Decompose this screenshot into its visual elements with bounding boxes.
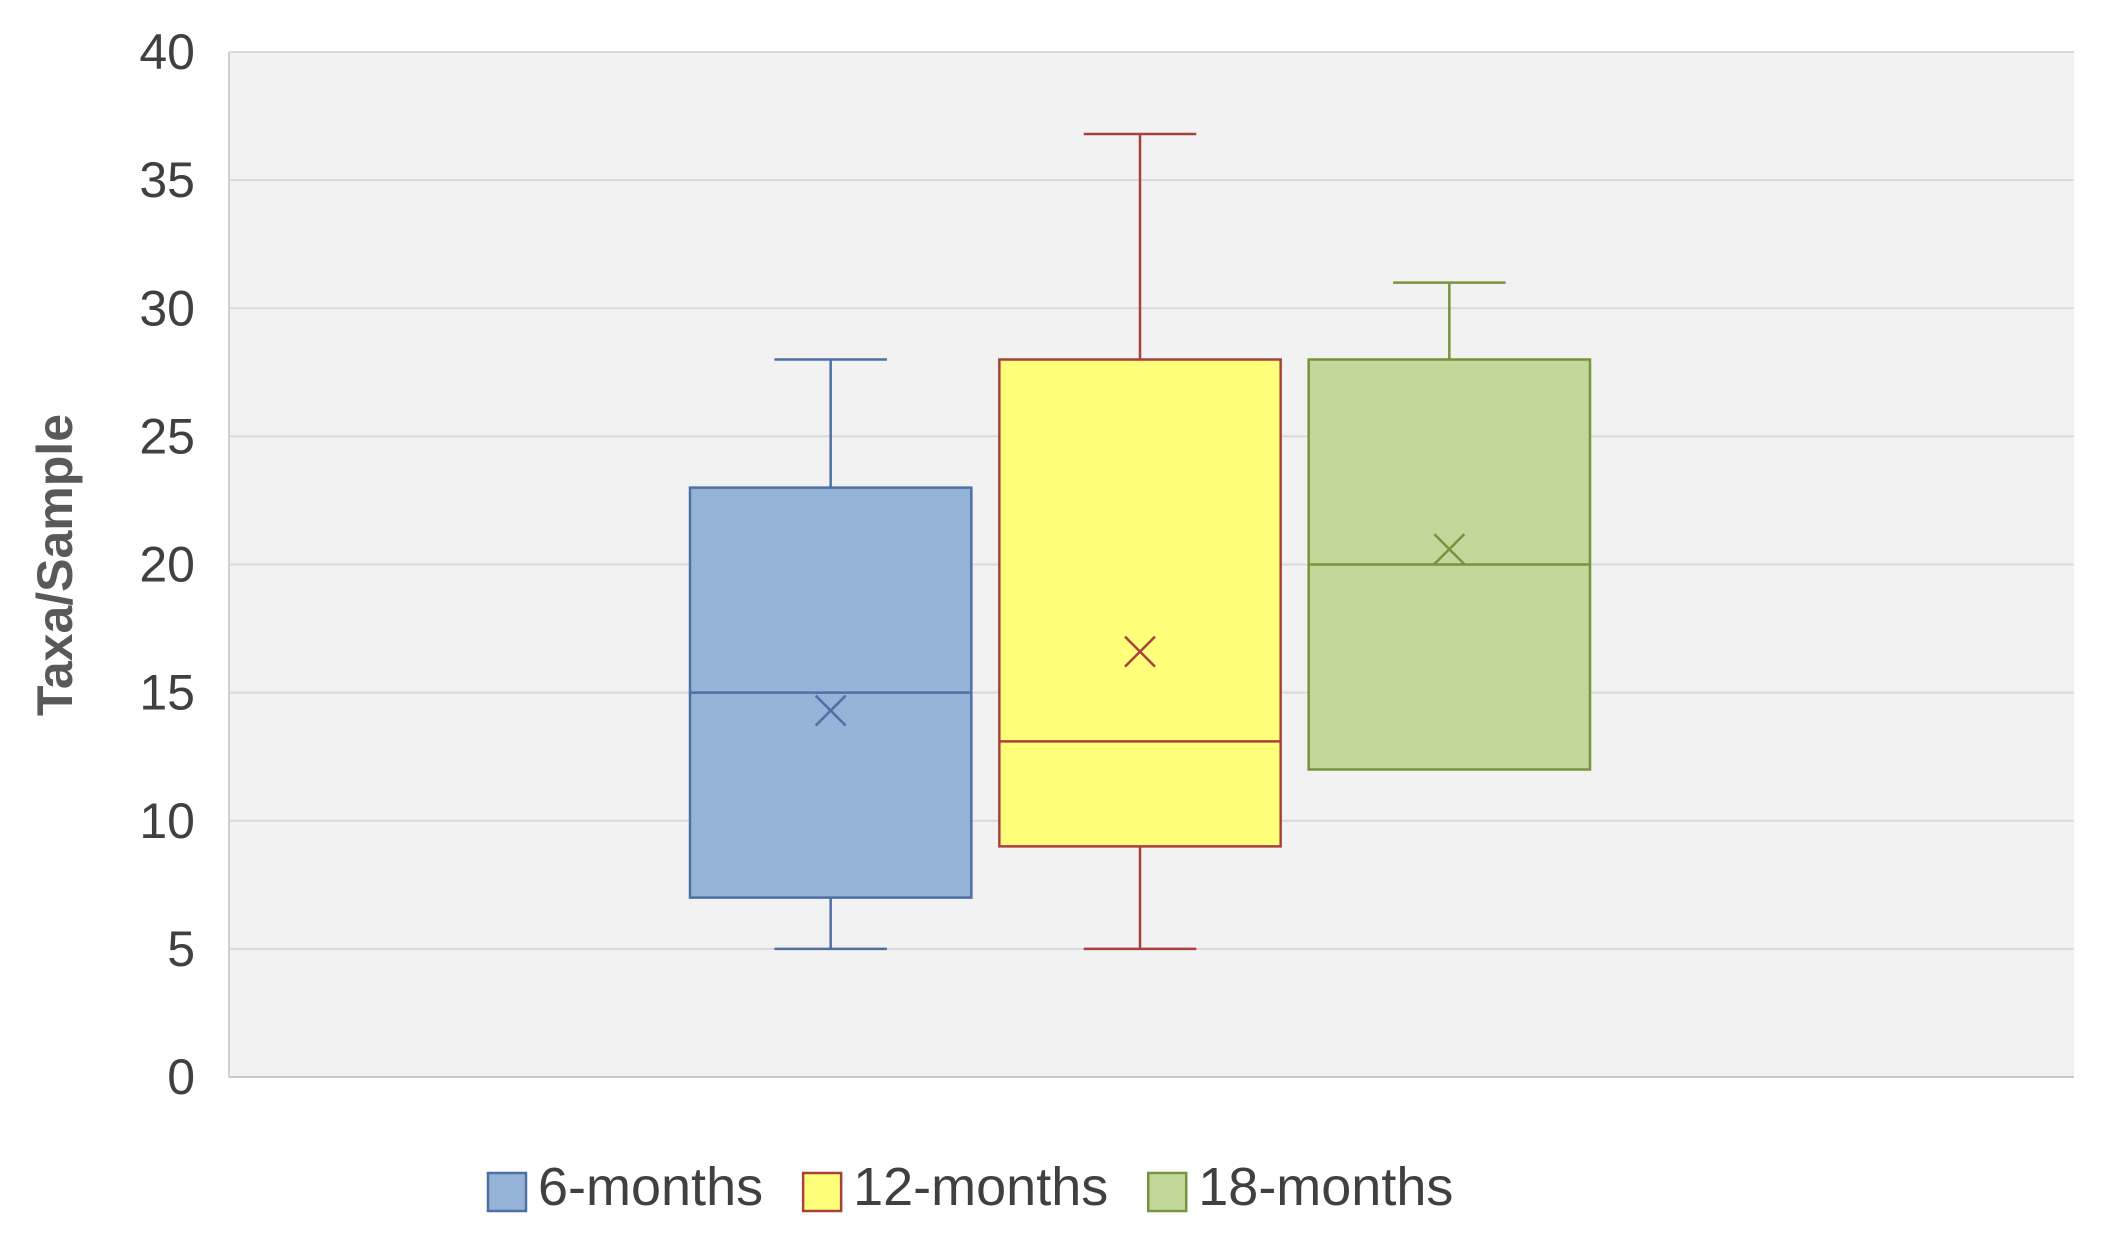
box-6-months [688, 358, 973, 951]
y-tick-label-5: 5 [167, 921, 195, 977]
legend-swatch-18-months [1147, 1171, 1188, 1213]
legend-swatch-12-months [801, 1171, 843, 1213]
y-tick-label-15: 15 [139, 665, 195, 721]
y-tick-label-10: 10 [139, 793, 195, 849]
mean-marker-6-months [814, 694, 847, 727]
legend-item-18-months: 18-months [1147, 1157, 1453, 1217]
y-tick-label-20: 20 [139, 537, 195, 593]
legend-item-6-months: 6-months [486, 1157, 763, 1217]
legend-item-12-months: 12-months [801, 1157, 1108, 1217]
y-tick-label-30: 30 [139, 280, 195, 336]
legend-label-12-months: 12-months [853, 1157, 1108, 1217]
box-18-months [1307, 281, 1592, 771]
y-axis-ticks: 0 5 10 15 20 25 30 35 40 [139, 24, 195, 1105]
y-tick-label-35: 35 [139, 152, 195, 208]
legend-label-18-months: 18-months [1198, 1157, 1453, 1217]
mean-marker-18-months [1433, 533, 1466, 566]
box-12-months [998, 132, 1282, 951]
y-tick-label-40: 40 [139, 24, 195, 80]
y-tick-label-25: 25 [139, 408, 195, 464]
y-tick-label-0: 0 [167, 1049, 195, 1105]
box-iqr-12-months [998, 358, 1282, 848]
y-axis-label: Taxa/Sample [27, 414, 83, 716]
legend-swatch-6-months [486, 1171, 528, 1213]
mean-marker-12-months [1124, 635, 1156, 668]
box-series [688, 132, 1592, 951]
legend: 6-months 12-months 18-months [486, 1157, 1453, 1217]
legend-label-6-months: 6-months [538, 1157, 763, 1217]
